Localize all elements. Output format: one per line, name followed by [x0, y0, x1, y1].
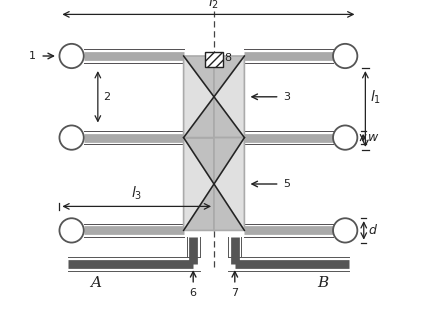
Polygon shape: [214, 138, 244, 230]
Polygon shape: [214, 97, 244, 138]
Text: B: B: [317, 276, 328, 290]
Bar: [205, 52, 223, 67]
Text: $d$: $d$: [368, 223, 378, 237]
Text: $w$: $w$: [367, 131, 380, 144]
Text: 3: 3: [283, 92, 290, 102]
Text: 8: 8: [224, 53, 232, 63]
Polygon shape: [184, 97, 214, 138]
Text: A: A: [90, 276, 101, 290]
Polygon shape: [184, 56, 214, 97]
Text: $l_2$: $l_2$: [208, 0, 220, 11]
Polygon shape: [184, 138, 214, 230]
Text: 6: 6: [190, 288, 197, 298]
Polygon shape: [214, 56, 244, 97]
Polygon shape: [184, 138, 214, 184]
Text: 2: 2: [103, 92, 110, 102]
Text: 5: 5: [283, 179, 290, 189]
Text: 1: 1: [28, 51, 36, 61]
Polygon shape: [214, 56, 244, 138]
Text: $l_3$: $l_3$: [131, 185, 143, 202]
Polygon shape: [184, 56, 214, 138]
Polygon shape: [184, 184, 214, 230]
Text: 7: 7: [231, 288, 238, 298]
Polygon shape: [214, 184, 244, 230]
Polygon shape: [214, 138, 244, 184]
Text: $l_1$: $l_1$: [370, 88, 381, 106]
